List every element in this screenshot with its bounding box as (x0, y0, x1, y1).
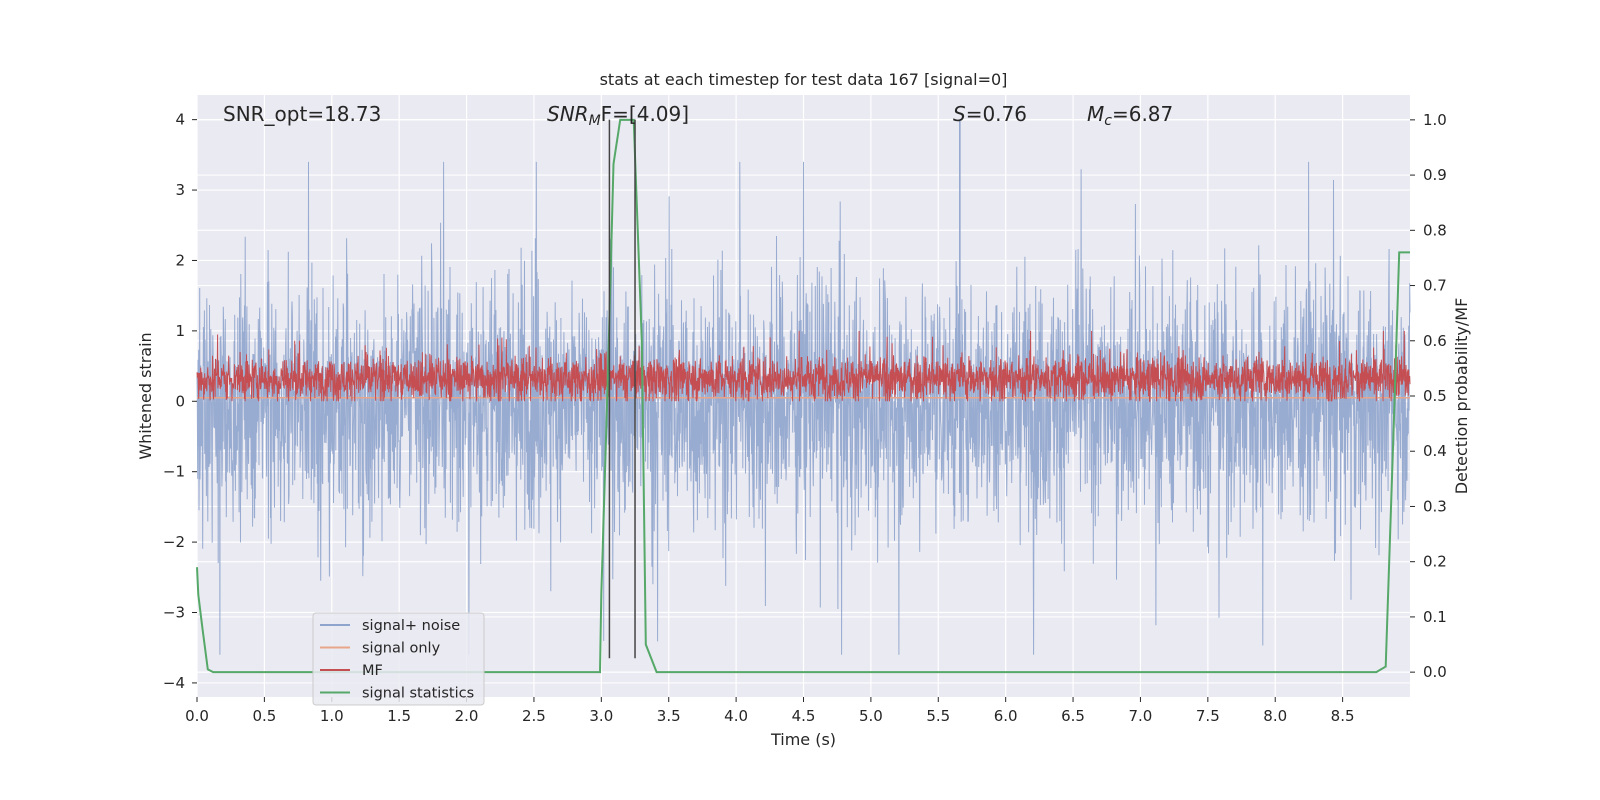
legend-box (312, 612, 485, 706)
y-right-tick-label: 0.7 (1423, 277, 1447, 295)
x-tick-label: 0.5 (252, 707, 276, 725)
x-tick-label: 4.5 (792, 707, 816, 725)
y-right-tick-label: 0.0 (1423, 663, 1447, 681)
y-right-tick-label: 0.9 (1423, 166, 1447, 184)
ticks: 0.0 0.5 1.0 1.5 2.0 2.5 3.0 3.5 4.0 4.5 5.0 5.5 6.0 6… (163, 111, 1447, 725)
s-label: S (953, 102, 966, 126)
y-right-tick-label: 0.4 (1423, 442, 1447, 460)
y-right-tick-label: 0.2 (1423, 553, 1447, 571)
annotation-snr-mf: SNRMF=[4.09] (547, 102, 689, 129)
annotation-snr-opt: SNR_opt=18.73 (223, 102, 381, 126)
x-tick-label: 2.5 (522, 707, 546, 725)
series-signal-statistics (196, 118, 1410, 674)
x-tick-label: 1.0 (320, 707, 344, 725)
x-tick-label: 3.5 (657, 707, 681, 725)
chart-title: stats at each timestep for test data 167… (600, 70, 1008, 89)
x-tick-label: 3.0 (589, 707, 613, 725)
y-axis-left-label: Whitened strain (136, 332, 155, 459)
series-layer (196, 118, 1411, 674)
y-right-tick-label: 0.5 (1423, 387, 1447, 405)
snr-mf-subscript: M (589, 113, 601, 129)
x-tick-label: 6.5 (1061, 707, 1085, 725)
legend-entry-label: signal only (362, 641, 441, 657)
x-tick-label: 1.5 (387, 707, 411, 725)
y-left-tick-label: 3 (175, 181, 185, 199)
snr-mf-value: F=[4.09] (601, 102, 689, 126)
y-left-tick-label: −3 (163, 604, 185, 622)
mc-subscript: c (1104, 113, 1112, 129)
annotation-mc: Mc=6.87 (1087, 102, 1173, 129)
annotation-s: S=0.76 (953, 102, 1027, 126)
series-mf (196, 330, 1411, 402)
y-left-tick-label: 0 (175, 392, 185, 410)
vertical-markers (608, 119, 636, 659)
x-tick-label: 5.5 (926, 707, 950, 725)
y-left-tick-label: 1 (175, 322, 185, 340)
x-tick-label: 8.0 (1263, 707, 1287, 725)
y-right-tick-label: 0.1 (1423, 608, 1447, 626)
x-axis-label: Time (s) (770, 730, 836, 749)
x-tick-label: 7.5 (1196, 707, 1220, 725)
legend: signal+ noise signal only MF signal statist… (312, 612, 485, 706)
legend-entry-label: signal statistics (362, 686, 474, 702)
x-tick-label: 6.0 (994, 707, 1018, 725)
x-tick-label: 0.0 (185, 707, 209, 725)
legend-entry-label: signal+ noise (362, 618, 460, 634)
series-signal-noise (196, 161, 1411, 655)
y-left-tick-label: 4 (175, 111, 185, 129)
legend-entry-label: MF (362, 663, 383, 679)
y-right-tick-label: 1.0 (1423, 111, 1447, 129)
y-right-tick-label: 0.8 (1423, 221, 1447, 239)
x-tick-label: 8.5 (1331, 707, 1355, 725)
snr-mf-label: SNR (547, 102, 589, 126)
s-value: =0.76 (966, 102, 1027, 126)
x-tick-label: 4.0 (724, 707, 748, 725)
x-tick-label: 7.0 (1129, 707, 1153, 725)
y-left-tick-label: 2 (175, 251, 185, 269)
y-left-tick-label: −4 (163, 674, 185, 692)
x-tick-label: 5.0 (859, 707, 883, 725)
y-left-tick-label: −1 (163, 463, 185, 481)
y-right-tick-label: 0.3 (1423, 497, 1447, 515)
y-axis-right-label: Detection probability/MF (1452, 298, 1471, 495)
y-right-tick-label: 0.6 (1423, 332, 1447, 350)
mc-label: M (1087, 102, 1104, 126)
y-left-tick-label: −2 (163, 533, 185, 551)
x-tick-label: 2.0 (455, 707, 479, 725)
mc-value: =6.87 (1112, 102, 1173, 126)
